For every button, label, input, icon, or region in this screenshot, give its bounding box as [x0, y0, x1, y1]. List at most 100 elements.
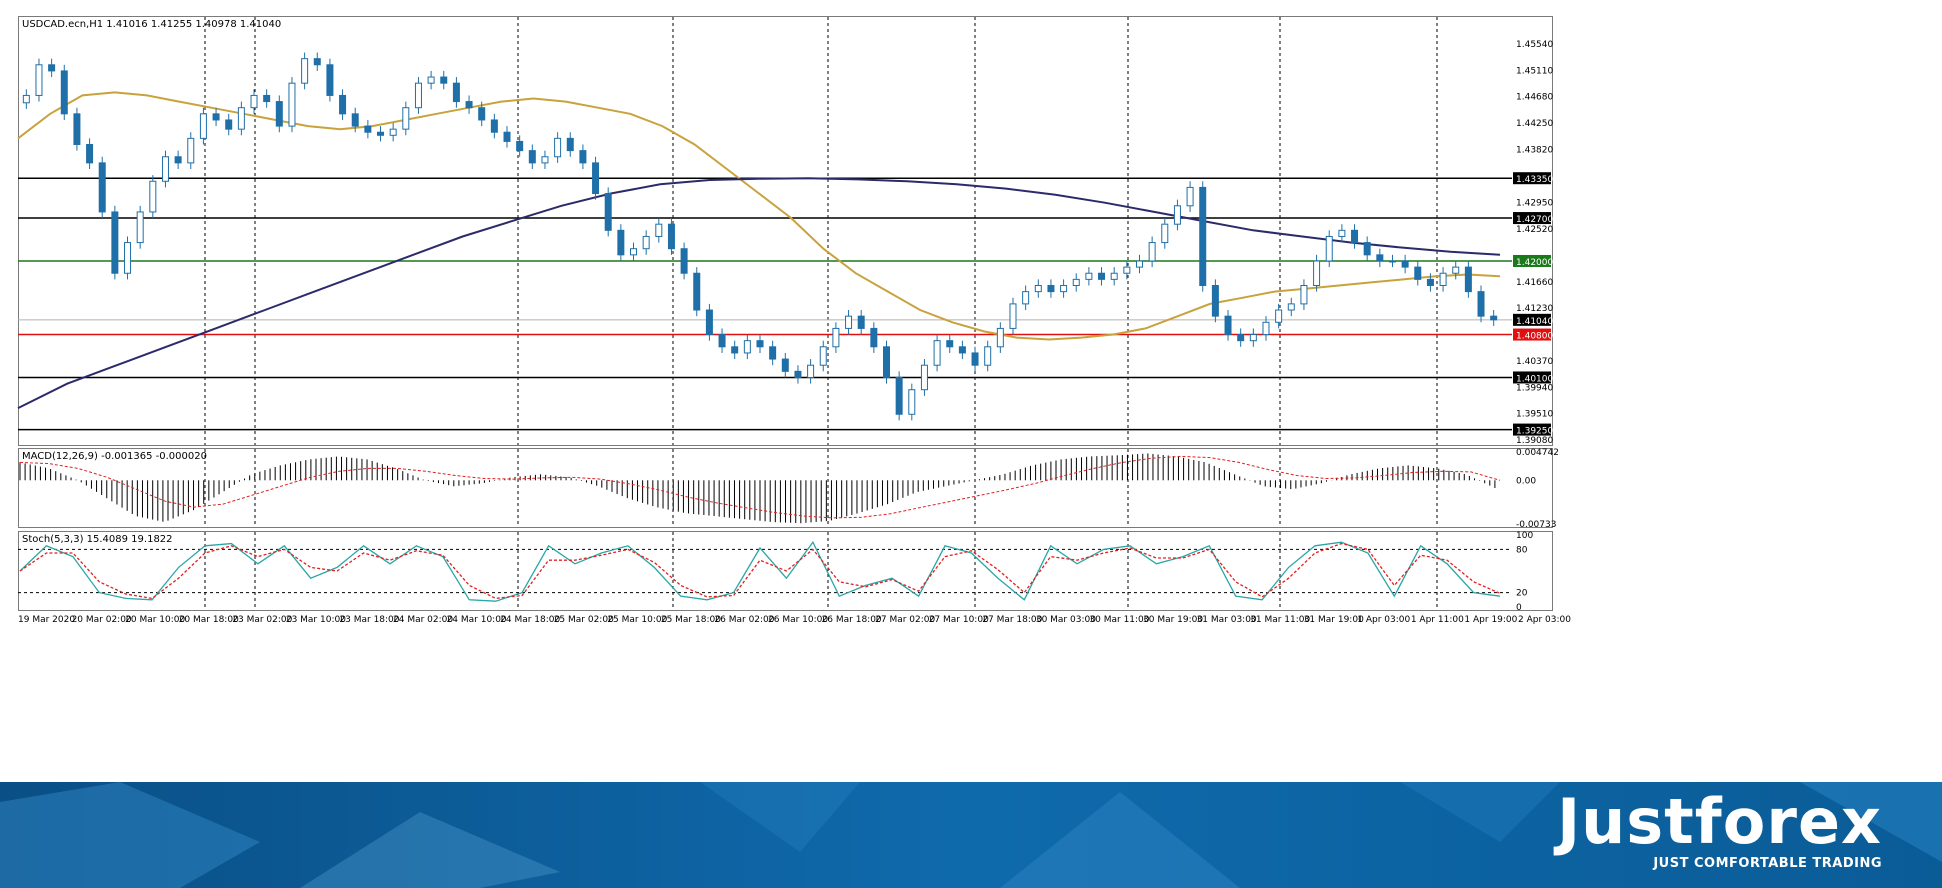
candle-body [971, 352, 979, 366]
candle-body [1388, 260, 1396, 263]
candle-body [1199, 186, 1207, 286]
brand-tagline: JUST COMFORTABLE TRADING [1653, 856, 1882, 871]
candle-body [301, 58, 309, 84]
candle-body [187, 137, 195, 164]
candle-body [920, 364, 928, 391]
candle-body [756, 340, 764, 348]
candle-body [908, 389, 916, 415]
macd-axis-label: 0.004742 [1516, 448, 1559, 458]
candle-body [1300, 285, 1308, 305]
price-level-label: 1.42700 [1516, 215, 1553, 225]
candle-body [1439, 272, 1447, 287]
candle-body [958, 346, 966, 354]
moving-average-fast [17, 91, 1501, 341]
stoch-axis-label: 80 [1516, 545, 1528, 555]
candle-body [452, 82, 460, 103]
candle-body [48, 64, 56, 72]
candle-body [402, 107, 410, 130]
candle-body [1401, 260, 1409, 268]
candle-body [111, 211, 119, 274]
time-axis-label: 1 Apr 19:00 [1464, 615, 1517, 625]
candle-body [1186, 186, 1194, 207]
candle-body [1085, 272, 1093, 280]
price-axis-label: 1.39080 [1516, 436, 1553, 446]
candle-body [414, 82, 422, 109]
price-axis-label: 1.41660 [1516, 278, 1553, 288]
candle-body [1338, 229, 1346, 237]
macd-axis-label: 0.00 [1516, 476, 1536, 486]
candle-body [22, 94, 30, 104]
time-axis-label: 19 Mar 2020 [18, 615, 75, 625]
candle-body [490, 119, 498, 133]
price-level-label: 1.43350 [1516, 175, 1553, 185]
candle-body [1110, 272, 1118, 280]
candle-body [351, 113, 359, 127]
candle-body [807, 364, 815, 378]
stoch-main-line [19, 540, 1501, 602]
candle-body [1009, 303, 1017, 329]
time-axis-label: 31 Mar 11:00 [1250, 615, 1310, 625]
candle-body [288, 82, 296, 127]
time-axis-label: 31 Mar 19:00 [1304, 615, 1364, 625]
time-axis-label: 25 Mar 10:00 [607, 615, 667, 625]
price-level-tag [1513, 328, 1551, 341]
candle-body [743, 340, 751, 354]
candle-body [1047, 285, 1055, 293]
time-axis-label: 1 Apr 03:00 [1357, 615, 1410, 625]
price-axis-label: 1.44250 [1516, 119, 1553, 129]
candle-body [870, 327, 878, 348]
time-axis-label: 26 Mar 02:00 [714, 615, 774, 625]
candle-body [895, 376, 903, 415]
candle-body [1034, 285, 1042, 293]
price-level-label: 1.42000 [1516, 258, 1553, 268]
candle-body [541, 156, 549, 164]
candle-body [86, 143, 94, 164]
candle-body [478, 107, 486, 121]
candle-body [263, 94, 271, 103]
chart-canvas: 1.45540 1.45110 1.44680 1.44250 1.43820 1.429… [17, 17, 1571, 625]
candle-body [1287, 303, 1295, 311]
candle-body [1464, 266, 1472, 293]
candle-body [845, 315, 853, 329]
candle-body [237, 107, 245, 130]
time-axis-label: 30 Mar 03:00 [1036, 615, 1096, 625]
candle-body [655, 223, 663, 237]
brand-logo[interactable]: Justforex [1557, 785, 1882, 858]
price-axis-label: 1.44680 [1516, 93, 1553, 103]
candle-body [339, 94, 347, 115]
candle-body [136, 211, 144, 244]
price-level-tag [1513, 313, 1551, 326]
candle-body [819, 346, 827, 366]
candle-body [579, 150, 587, 164]
time-axis-label: 24 Mar 18:00 [500, 615, 560, 625]
candle-body [705, 309, 713, 336]
time-axis-label: 20 Mar 10:00 [125, 615, 185, 625]
candle-body [174, 156, 182, 164]
time-axis-label: 26 Mar 18:00 [822, 615, 882, 625]
moving-average-slow [17, 177, 1501, 409]
time-axis-label: 25 Mar 18:00 [661, 615, 721, 625]
candle-body [1490, 315, 1498, 321]
candle-body [516, 140, 524, 152]
candle-body [857, 315, 865, 329]
candle-body [149, 180, 157, 213]
time-axis-label: 31 Mar 03:00 [1197, 615, 1257, 625]
time-axis-label: 30 Mar 11:00 [1089, 615, 1149, 625]
candle-body [1351, 229, 1359, 244]
candle-body [1224, 315, 1232, 336]
time-axis-label: 27 Mar 10:00 [929, 615, 989, 625]
time-axis-label: 27 Mar 02:00 [875, 615, 935, 625]
banner-background [0, 782, 1942, 888]
candle-body [592, 162, 600, 195]
candle-body [275, 101, 283, 127]
candle-body [731, 346, 739, 354]
candle-body [465, 101, 473, 109]
candle-body [1060, 285, 1068, 293]
candle-body [1477, 291, 1485, 317]
candle-body [642, 235, 650, 250]
candle-body [996, 327, 1004, 348]
time-axis-label: 2 Apr 03:00 [1518, 615, 1571, 625]
time-axis-label: 30 Mar 19:00 [1143, 615, 1203, 625]
candle-body [1072, 278, 1080, 287]
candle-body [326, 64, 334, 96]
